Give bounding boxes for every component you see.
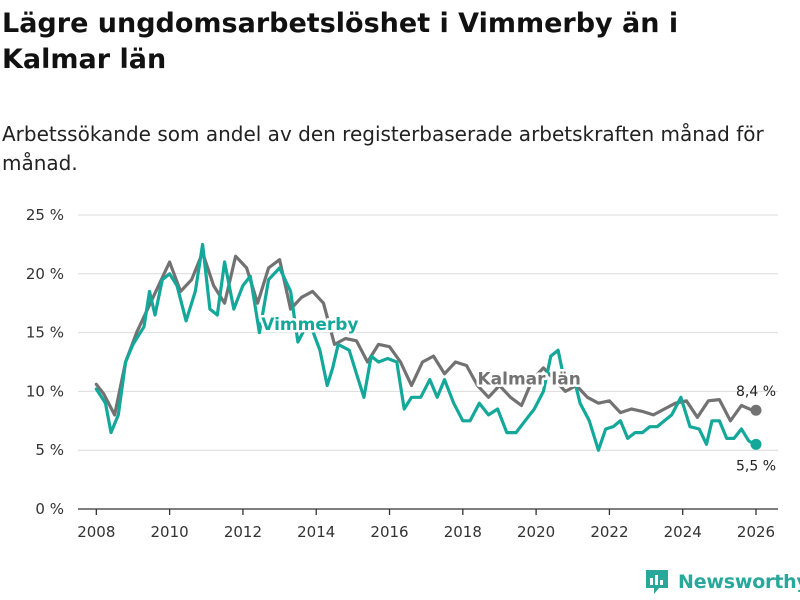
- newsworthy-logo-icon: [646, 570, 668, 594]
- labels: Vimmerby Kalmar län 8,4 % 5,5 %: [259, 313, 776, 475]
- x-tick-label: 2010: [151, 523, 189, 540]
- end-value-label-vimmerby: 5,5 %: [736, 458, 776, 474]
- chart-subtitle: Arbetssökande som andel av den registerb…: [2, 122, 764, 175]
- axes: 0 % 5 % 10 % 15 % 20 % 25 % 2008 2010 2012 2014 20…: [26, 206, 778, 540]
- brand-name: Newsworthy: [678, 571, 800, 593]
- x-tick-label: 2012: [224, 523, 262, 540]
- y-tick-label: 5 %: [35, 441, 64, 459]
- x-tick-label: 2018: [444, 523, 482, 540]
- y-tick-label: 15 %: [26, 324, 64, 342]
- x-tick-label: 2026: [737, 523, 775, 540]
- end-point-kalmar-l-n: [750, 404, 762, 416]
- series-line-vimmerby: [94, 242, 758, 452]
- series-label-vimmerby: Vimmerby: [261, 315, 358, 335]
- x-tick-label: 2008: [77, 523, 115, 540]
- y-tick-label: 20 %: [26, 265, 64, 283]
- x-tick-label: 2016: [370, 523, 408, 540]
- end-value-label-kalmar: 8,4 %: [736, 384, 776, 400]
- line-chart: 0 % 5 % 10 % 15 % 20 % 25 % 2008 2010 2012 2014 20…: [26, 206, 778, 540]
- x-tick-label: 2014: [297, 523, 335, 540]
- series-line-kalmar-l-n: [94, 250, 758, 423]
- newsworthy-logo[interactable]: Newsworthy: [644, 568, 800, 596]
- x-tick-label: 2020: [517, 523, 555, 540]
- chart-title: Lägre ungdomsarbetslöshet i Vimmerby än …: [2, 8, 679, 75]
- y-tick-label: 25 %: [26, 206, 64, 224]
- end-point-vimmerby: [750, 438, 762, 450]
- series-label-kalmar: Kalmar län: [477, 369, 580, 389]
- y-tick-label: 10 %: [26, 382, 64, 400]
- x-tick-label: 2024: [664, 523, 702, 540]
- x-tick-label: 2022: [590, 523, 628, 540]
- series: [94, 242, 762, 452]
- y-tick-label: 0 %: [35, 500, 64, 518]
